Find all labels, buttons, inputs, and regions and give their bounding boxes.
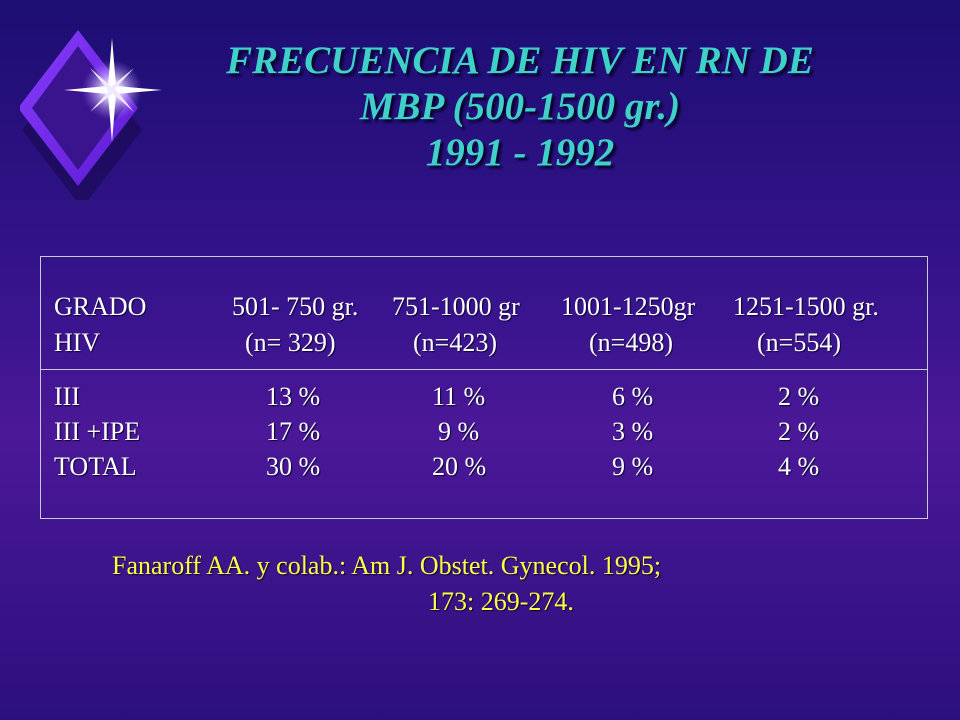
- row-label-iii: III: [54, 382, 80, 411]
- row-label-total: TOTAL: [54, 452, 137, 481]
- table-cell: 11 %: [432, 382, 486, 411]
- header-col-4: 1251-1500 gr.: [733, 292, 879, 321]
- table-cell: 13 %: [266, 382, 321, 411]
- table-cell: 3 %: [612, 417, 654, 446]
- header-n-4: (n=554): [757, 328, 841, 357]
- citation-line-1: Fanaroff AA. y colab.: Am J. Obstet. Gyn…: [112, 551, 662, 580]
- header-n-1: (n= 329): [245, 328, 336, 357]
- data-table: [40, 256, 928, 519]
- header-col-3: 1001-1250gr: [561, 292, 696, 321]
- table-cell: 2 %: [778, 382, 820, 411]
- table-cell: 30 %: [266, 452, 321, 481]
- header-col-1: 501- 750 gr.: [232, 292, 359, 321]
- table-cell: 17 %: [266, 417, 321, 446]
- header-n-2: (n=423): [413, 328, 497, 357]
- slide-title: FRECUENCIA DE HIV EN RN DE MBP (500-1500…: [150, 38, 890, 176]
- citation-line-2: 173: 269-274.: [428, 587, 574, 616]
- table-cell: 9 %: [612, 452, 654, 481]
- row-label-iii-ipe: III +IPE: [54, 417, 141, 446]
- header-hiv: HIV: [54, 328, 101, 357]
- title-line-3: 1991 - 1992: [425, 131, 615, 174]
- table-cell: 6 %: [612, 382, 654, 411]
- table-header-divider: [40, 369, 928, 370]
- table-cell: 20 %: [432, 452, 487, 481]
- table-cell: 9 %: [438, 417, 480, 446]
- title-line-1: FRECUENCIA DE HIV EN RN DE: [226, 39, 814, 82]
- diamond-star-icon: [20, 30, 162, 200]
- table-cell: 4 %: [778, 452, 820, 481]
- header-col-2: 751-1000 gr: [392, 292, 520, 321]
- header-n-3: (n=498): [589, 328, 673, 357]
- header-grado: GRADO: [54, 292, 147, 321]
- table-cell: 2 %: [778, 417, 820, 446]
- title-line-2: MBP (500-1500 gr.): [359, 85, 681, 128]
